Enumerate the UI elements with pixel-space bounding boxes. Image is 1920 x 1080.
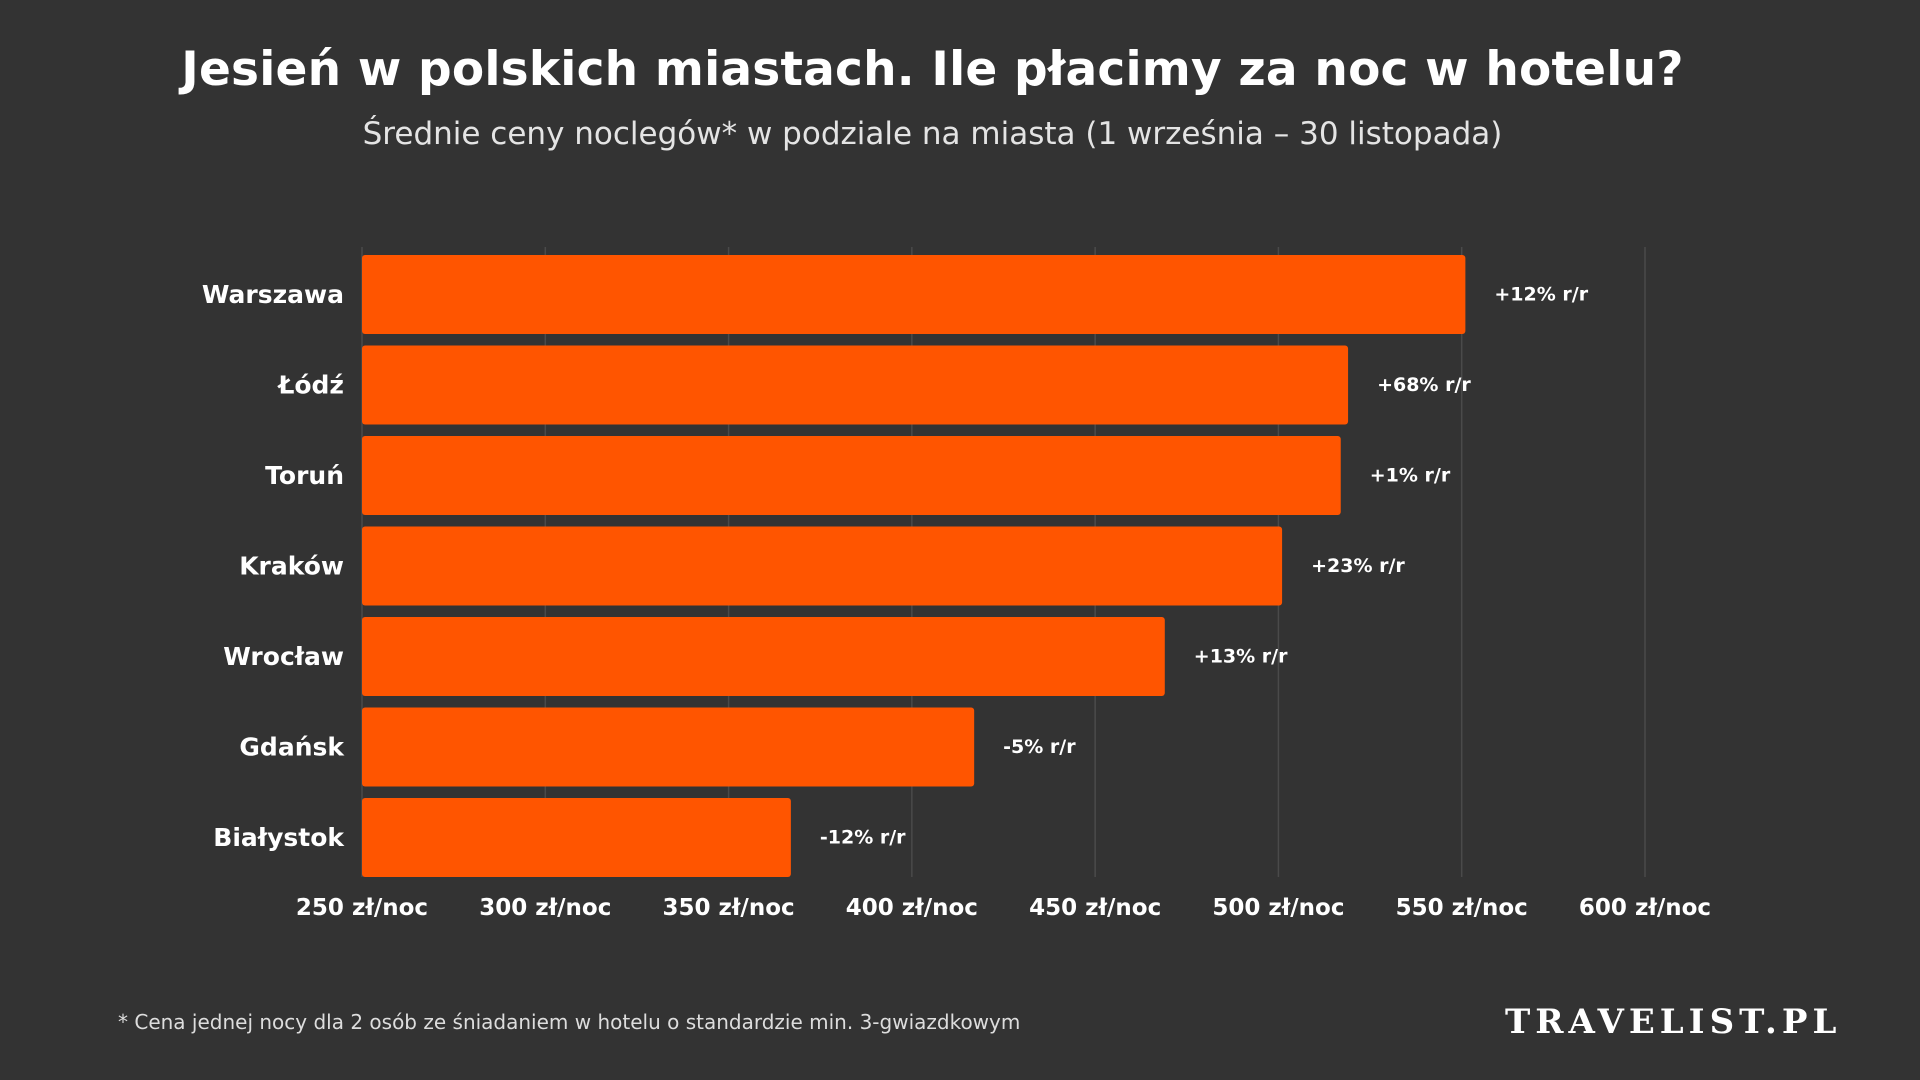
change-label: -5% r/r <box>1003 736 1076 758</box>
category-label: Wrocław <box>223 642 344 671</box>
chart-subtitle: Średnie ceny noclegów* w podziale na mia… <box>362 116 1503 152</box>
category-label: Toruń <box>265 461 344 490</box>
change-annotations: +12% r/r +68% r/r +1% r/r +23% r/r +13% r/r -… <box>820 284 1589 849</box>
bar <box>362 526 1283 606</box>
bar <box>362 798 791 877</box>
x-tick-label: 250 zł/noc <box>296 895 428 921</box>
category-label: Warszawa <box>202 280 344 309</box>
footnote: * Cena jednej nocy dla 2 osób ze śniadan… <box>118 1010 1021 1034</box>
change-label: +1% r/r <box>1370 465 1451 487</box>
category-label: Łódź <box>276 371 344 400</box>
x-axis-ticks: 250 zł/noc 300 zł/noc 350 zł/noc 400 zł/noc… <box>296 895 1711 921</box>
x-tick-label: 500 zł/noc <box>1212 895 1344 921</box>
bar <box>362 436 1341 515</box>
change-label: +12% r/r <box>1494 284 1588 306</box>
bar <box>362 617 1165 696</box>
x-tick-label: 550 zł/noc <box>1396 895 1528 921</box>
x-tick-label: 350 zł/noc <box>662 895 794 921</box>
bar <box>362 255 1466 334</box>
x-tick-label: 600 zł/noc <box>1579 895 1711 921</box>
x-tick-label: 450 zł/noc <box>1029 895 1161 921</box>
change-label: +13% r/r <box>1194 646 1288 668</box>
category-label: Kraków <box>239 552 344 581</box>
x-tick-label: 300 zł/noc <box>479 895 611 921</box>
category-label: Gdańsk <box>239 733 345 762</box>
x-tick-label: 400 zł/noc <box>846 895 978 921</box>
category-labels: Warszawa Łódź Toruń Kraków Wrocław Gdańsk Biał… <box>202 280 346 852</box>
change-label: +68% r/r <box>1377 374 1471 396</box>
bar <box>362 345 1349 425</box>
category-label: Białystok <box>213 823 345 852</box>
change-label: +23% r/r <box>1311 555 1405 577</box>
travelist-logo: TRAVELIST.PL <box>1505 1002 1842 1042</box>
chart-title: Jesień w polskich miastach. Ile płacimy … <box>181 42 1684 97</box>
bars <box>362 255 1466 877</box>
change-label: -12% r/r <box>820 827 906 849</box>
bar <box>362 707 975 787</box>
